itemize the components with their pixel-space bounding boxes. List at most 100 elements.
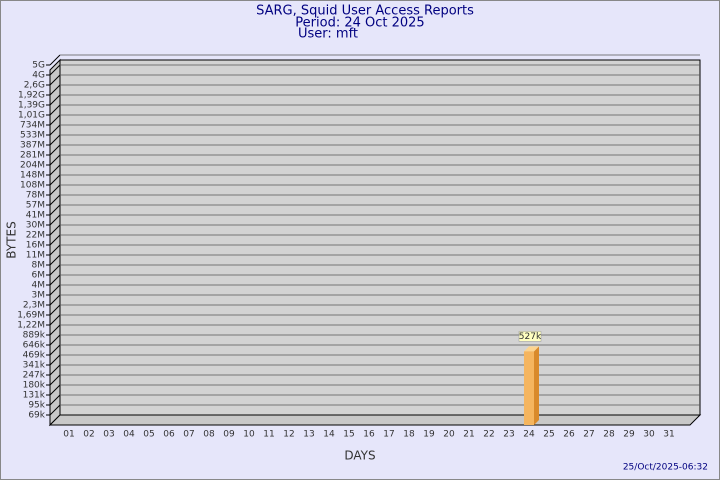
x-tick-label: 12: [283, 430, 294, 440]
x-tick-label: 30: [643, 430, 655, 440]
x-tick-label: 16: [363, 430, 375, 440]
grid-line: [49, 264, 61, 276]
grid-line: [49, 224, 61, 236]
x-tick-label: 23: [503, 430, 514, 440]
grid-line: [49, 154, 61, 166]
grid-line: [49, 384, 61, 396]
x-tick-label: 19: [423, 430, 435, 440]
bar-top: [524, 346, 539, 352]
y-tick-label: 148M: [20, 171, 45, 181]
grid-line: [49, 274, 61, 286]
y-tick-label: 5G: [32, 61, 45, 71]
y-axis-label: BYTES: [5, 221, 19, 258]
grid-line: [49, 364, 61, 376]
x-tick-label: 21: [463, 430, 474, 440]
grid-line: [49, 304, 61, 316]
grid-line: [49, 144, 61, 156]
back-wall: [59, 59, 701, 416]
y-tick-label: 22M: [26, 231, 45, 241]
x-tick-label: 24: [523, 430, 535, 440]
grid-line: [49, 404, 61, 416]
grid-line: [49, 184, 61, 196]
x-tick-label: 18: [403, 430, 415, 440]
grid-line: [49, 234, 61, 246]
x-tick-label: 17: [383, 430, 394, 440]
grid-line: [49, 114, 61, 126]
x-tick-label: 05: [143, 430, 154, 440]
y-tick-label: 2,6G: [24, 81, 45, 91]
x-tick-label: 20: [443, 430, 455, 440]
x-axis-label: DAYS: [344, 449, 375, 463]
x-tick-label: 10: [243, 430, 255, 440]
y-tick-label: 69k: [28, 411, 45, 421]
y-tick-label: 204M: [20, 161, 45, 171]
grid-line: [49, 204, 61, 216]
y-tick-label: 469k: [23, 351, 46, 361]
y-tick-label: 341k: [23, 361, 46, 371]
grid-line: [49, 284, 61, 296]
grid-line: [49, 374, 61, 386]
value-label-box: [518, 331, 542, 342]
x-tick-label: 14: [323, 430, 335, 440]
chart-subtitle: Period: 24 Oct 2025: [295, 16, 424, 31]
y-tick-label: 131k: [23, 391, 46, 401]
y-tick-label: 387M: [20, 141, 45, 151]
value-label: 527k: [519, 332, 542, 342]
x-tick-label: 15: [343, 430, 354, 440]
grid-line: [49, 214, 61, 226]
y-tick-label: 734M: [20, 121, 45, 131]
grid-line: [49, 394, 61, 406]
y-tick-label: 108M: [20, 181, 45, 191]
floor: [48, 414, 702, 426]
grid-line: [49, 124, 61, 136]
grid-line: [49, 134, 61, 146]
x-tick-label: 28: [603, 430, 615, 440]
x-tick-label: 08: [203, 430, 215, 440]
grid-line: [49, 254, 61, 266]
y-tick-label: 1,92G: [18, 91, 45, 101]
y-tick-label: 16M: [26, 241, 45, 251]
grid-line: [49, 74, 61, 86]
y-tick-label: 646k: [23, 341, 46, 351]
y-tick-label: 11M: [26, 251, 45, 261]
y-tick-label: 78M: [26, 191, 45, 201]
x-tick-label: 11: [263, 430, 274, 440]
x-tick-label: 03: [103, 430, 114, 440]
grid-line: [49, 354, 61, 366]
x-tick-label: 07: [183, 430, 194, 440]
grid-line: [49, 334, 61, 346]
y-tick-label: 889k: [23, 331, 46, 341]
grid-line: [49, 294, 61, 306]
y-tick-label: 1,39G: [18, 101, 45, 111]
x-tick-label: 27: [583, 430, 594, 440]
x-tick-label: 31: [663, 430, 674, 440]
grid-line: [49, 344, 61, 356]
y-tick-label: 8M: [32, 261, 46, 271]
y-tick-label: 2,3M: [23, 301, 45, 311]
y-tick-label: 281M: [20, 151, 45, 161]
y-tick-label: 180k: [23, 381, 46, 391]
grid-line: [49, 314, 61, 326]
x-tick-label: 01: [63, 430, 74, 440]
bar-side: [534, 346, 539, 425]
bar: [524, 351, 534, 425]
chart-user: User: mft: [298, 27, 358, 42]
grid-line: [49, 94, 61, 106]
x-tick-label: 22: [483, 430, 494, 440]
y-tick-label: 533M: [20, 131, 45, 141]
y-tick-label: 1,22M: [17, 321, 45, 331]
y-tick-label: 4M: [32, 281, 46, 291]
y-tick-label: 1,01G: [18, 111, 45, 121]
y-tick-label: 95k: [28, 401, 45, 411]
x-tick-label: 04: [123, 430, 135, 440]
x-tick-label: 25: [543, 430, 554, 440]
grid-line: [49, 164, 61, 176]
grid-line: [49, 194, 61, 206]
grid-line: [49, 54, 61, 66]
y-tick-label: 3M: [32, 291, 46, 301]
y-tick-label: 30M: [26, 221, 45, 231]
grid-line: [49, 244, 61, 256]
x-tick-label: 29: [623, 430, 635, 440]
grid-line: [49, 174, 61, 186]
